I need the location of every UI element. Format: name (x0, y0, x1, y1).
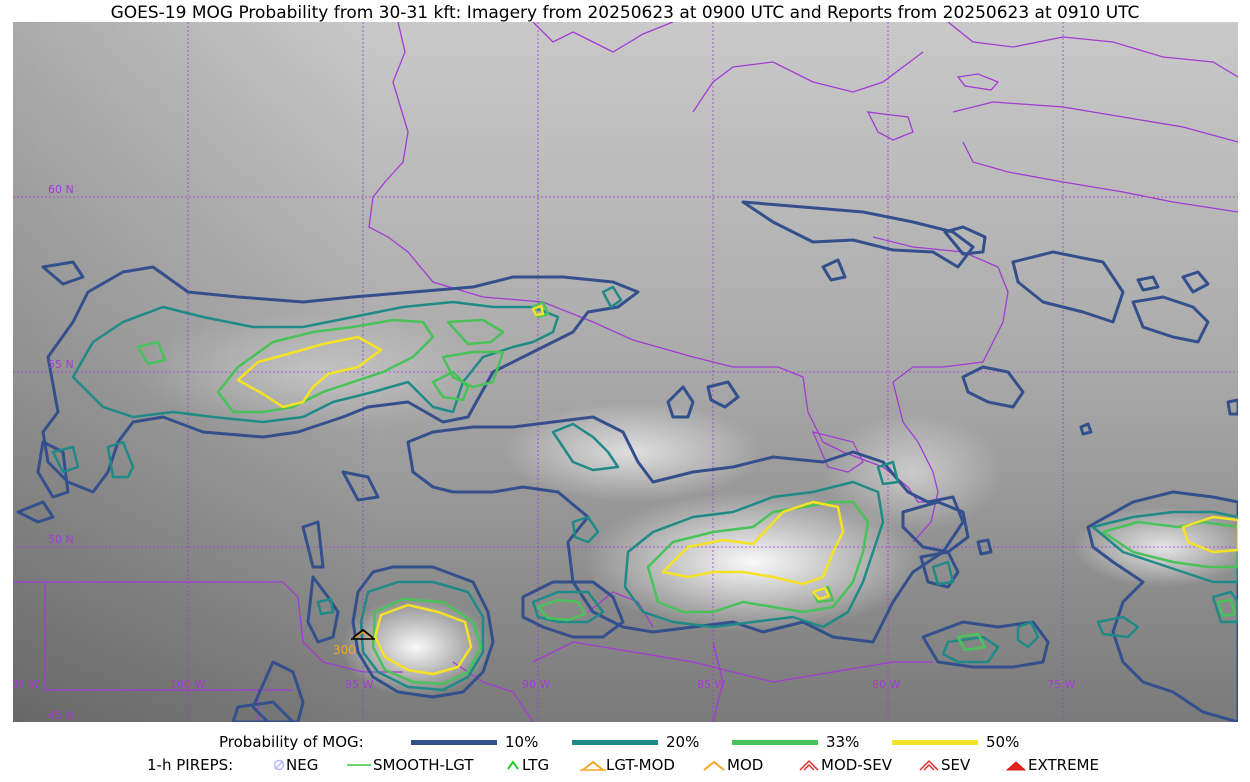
ltg-icon (507, 760, 519, 770)
neg-icon (273, 759, 285, 771)
legend-pirep-sev: SEV (917, 756, 970, 774)
probability-legend: Probability of MOG: 10% 20% 33% 50% (0, 733, 1250, 755)
latitude-labels: 60 N 55 N 50 N 45 N (48, 183, 74, 722)
lon-label-100: 100 W (170, 678, 205, 691)
lgt-mod-icon (580, 760, 606, 771)
political-borders (13, 22, 1238, 722)
probability-legend-title: Probability of MOG: (219, 733, 364, 751)
legend-pirep-mod-sev: MOD-SEV (797, 756, 892, 774)
legend-pirep-ltg: LTG (506, 756, 549, 774)
sev-icon (919, 759, 939, 771)
extreme-icon (1005, 761, 1027, 771)
legend-pirep-smooth-lgt: SMOOTH-LGT (347, 756, 474, 774)
mod-sev-icon (799, 759, 819, 771)
lon-label-95: 95 W (345, 678, 373, 691)
longitude-labels: 105 W 100 W 95 W 90 W 85 W 80 W 75 W (13, 678, 1075, 691)
pirep-altitude-label: 300 (333, 643, 356, 657)
lat-label-50: 50 N (48, 533, 74, 546)
legend-pirep-neg: NEG (272, 756, 318, 774)
legend-item-20: 20% (572, 733, 699, 751)
lon-label-85: 85 W (697, 678, 725, 691)
legend-pirep-extreme: EXTREME (1004, 756, 1099, 774)
legend-pirep-lgt-mod: LGT-MOD (580, 756, 675, 774)
pirep-legend: 1-h PIREPS: NEG SMOOTH-LGT LTG LGT-MOD M… (0, 756, 1250, 778)
graticule (13, 22, 1238, 722)
legend-pirep-mod: MOD (701, 756, 763, 774)
satellite-map[interactable]: 300 60 N 55 N 50 N 45 N 105 W 100 W 95 W… (13, 22, 1238, 722)
mod-icon (703, 760, 725, 771)
mog-contours (16, 200, 1238, 722)
lon-label-105: 105 W (13, 678, 39, 691)
lat-label-45: 45 N (48, 709, 74, 722)
legend-item-33: 33% (732, 733, 859, 751)
map-title: GOES-19 MOG Probability from 30-31 kft: … (110, 3, 1140, 23)
lat-label-60: 60 N (48, 183, 74, 196)
legend-item-50: 50% (892, 733, 1019, 751)
lon-label-75: 75 W (1047, 678, 1075, 691)
lat-label-55: 55 N (48, 358, 74, 371)
lon-label-80: 80 W (872, 678, 900, 691)
smooth-lgt-icon (347, 764, 371, 766)
pirep-report[interactable]: 300 (333, 628, 375, 657)
lon-label-90: 90 W (522, 678, 550, 691)
legend-item-10: 10% (411, 733, 538, 751)
pirep-legend-title: 1-h PIREPS: (147, 756, 234, 774)
